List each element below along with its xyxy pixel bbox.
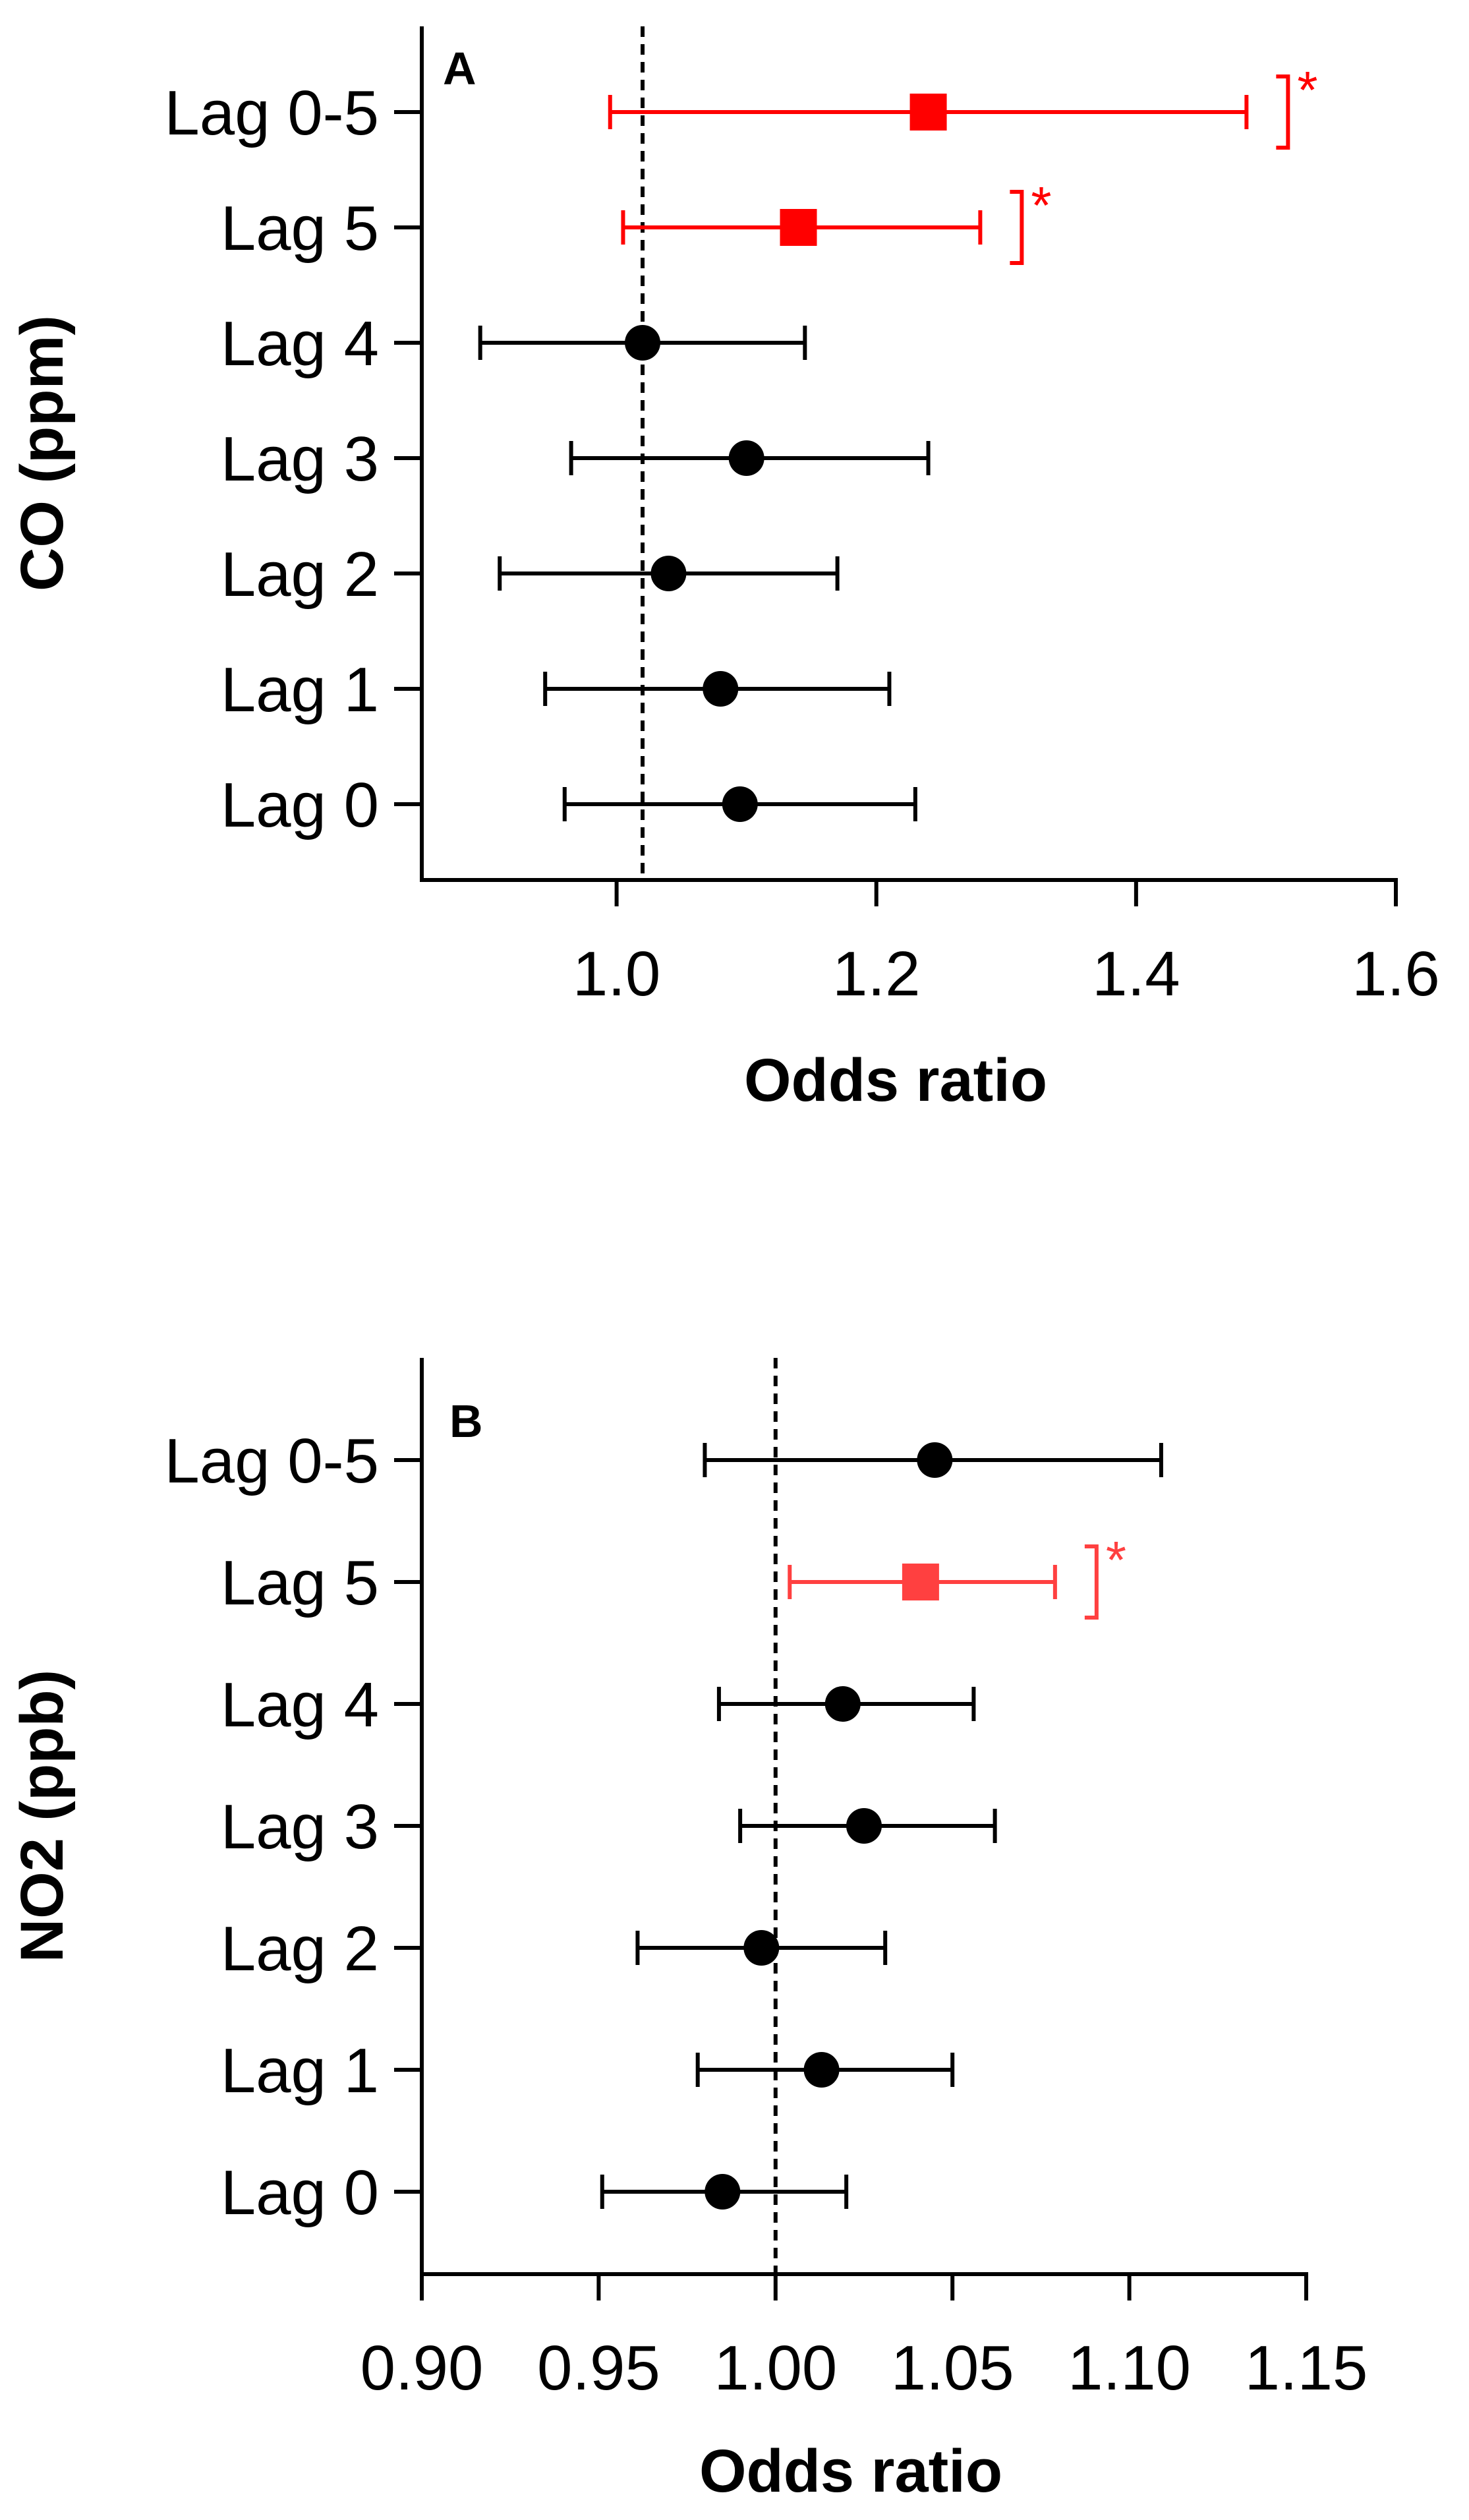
- x-tick-label: 1.6: [1352, 939, 1439, 1009]
- point-estimate-circle: [917, 1442, 953, 1478]
- point-estimate-square: [902, 1564, 939, 1600]
- forest-row: Lag 3: [221, 424, 931, 494]
- point-estimate-circle: [803, 2052, 840, 2088]
- forest-row: Lag 2: [221, 1914, 888, 1984]
- panel-a-co: 1.0 1.2 1.4 1.6 Lag 0-5 * Lag 5 * Lag 4 Lag 3 Lag …: [9, 26, 1440, 1114]
- y-category-label: Lag 4: [221, 1670, 379, 1740]
- y-category-label: Lag 3: [221, 1792, 379, 1862]
- forest-row: Lag 0-5 *: [164, 61, 1318, 150]
- x-tick-label: 1.0: [573, 939, 660, 1009]
- forest-row: Lag 2: [221, 539, 840, 610]
- point-estimate-circle: [650, 556, 687, 591]
- forest-row: Lag 1: [221, 2036, 955, 2106]
- panel-label: A: [443, 43, 476, 94]
- x-tick-label: 1.05: [891, 2333, 1014, 2403]
- y-category-label: Lag 0: [221, 770, 379, 840]
- forest-row: Lag 5 *: [221, 176, 1052, 265]
- x-tick-label: 0.95: [537, 2333, 660, 2403]
- y-axis-title: CO (ppm): [9, 315, 76, 591]
- y-category-label: Lag 2: [221, 1914, 379, 1984]
- x-tick-label: 1.15: [1245, 2333, 1368, 2403]
- forest-row: Lag 0-5: [164, 1426, 1163, 1496]
- forest-row: Lag 5 *: [221, 1531, 1126, 1620]
- point-estimate-circle: [625, 325, 661, 361]
- y-axis-title: NO2 (ppb): [9, 1670, 76, 1963]
- y-category-label: Lag 4: [221, 308, 379, 379]
- y-category-label: Lag 5: [221, 193, 379, 264]
- point-estimate-circle: [703, 671, 739, 707]
- forest-row: Lag 4: [221, 308, 807, 379]
- significance-star: *: [1106, 1531, 1126, 1589]
- y-category-label: Lag 0-5: [164, 78, 379, 148]
- y-category-label: Lag 3: [221, 424, 379, 494]
- x-tick-label: 1.2: [832, 939, 920, 1009]
- y-category-label: Lag 0: [221, 2157, 379, 2228]
- significance-star: *: [1297, 61, 1317, 119]
- significance-bracket: [1276, 74, 1290, 150]
- x-axis-title: Odds ratio: [699, 2438, 1002, 2505]
- significance-bracket: [1010, 190, 1024, 265]
- point-estimate-circle: [722, 786, 758, 822]
- forest-row: Lag 1: [221, 655, 892, 725]
- point-estimate-circle: [846, 1808, 882, 1844]
- point-estimate-circle: [705, 2174, 741, 2210]
- x-tick-label: 1.10: [1068, 2333, 1191, 2403]
- point-estimate-square: [780, 209, 817, 246]
- y-category-label: Lag 0-5: [164, 1426, 379, 1496]
- forest-row: Lag 4: [221, 1670, 976, 1740]
- forest-row: Lag 0: [221, 770, 917, 840]
- x-tick-label: 0.90: [360, 2333, 484, 2403]
- forest-row: Lag 0: [221, 2157, 849, 2228]
- point-estimate-circle: [743, 1930, 780, 1966]
- point-estimate-square: [909, 94, 947, 131]
- forest-row: Lag 3: [221, 1792, 997, 1862]
- y-category-label: Lag 1: [221, 655, 379, 725]
- x-axis-title: Odds ratio: [744, 1047, 1047, 1114]
- significance-bracket: [1084, 1544, 1099, 1620]
- panel-label: B: [449, 1395, 483, 1447]
- x-tick-label: 1.00: [714, 2333, 837, 2403]
- significance-star: *: [1031, 176, 1051, 235]
- point-estimate-circle: [824, 1686, 861, 1722]
- y-category-label: Lag 5: [221, 1548, 379, 1618]
- point-estimate-circle: [728, 440, 764, 476]
- y-category-label: Lag 2: [221, 539, 379, 610]
- y-category-label: Lag 1: [221, 2036, 379, 2106]
- x-tick-label: 1.4: [1092, 939, 1180, 1009]
